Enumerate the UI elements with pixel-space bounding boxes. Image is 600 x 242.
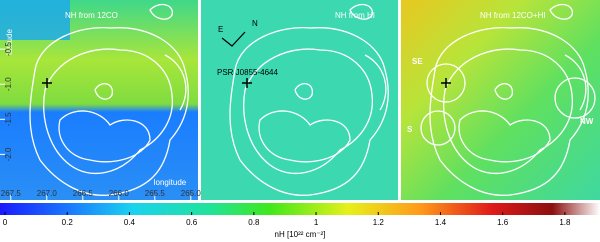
colorbar-tick-label: 0.8 — [248, 218, 260, 227]
panel-title: NH from 12CO — [65, 11, 118, 20]
heatmap-hi — [201, 0, 398, 200]
colorbar-tick-label: 1.2 — [373, 218, 385, 227]
region-label: S — [407, 125, 413, 134]
colorbar-tick-label: 0.4 — [124, 218, 136, 227]
colorbar-tick-label: 0.6 — [186, 218, 198, 227]
pulsar-label: PSR J0855-4644 — [217, 68, 278, 77]
heatmap-patch — [0, 0, 70, 40]
region-label: NW — [580, 117, 594, 126]
colorbar-tick-label: 0 — [3, 218, 8, 227]
compass-n: N — [252, 19, 258, 28]
x-tick-label: 265.5 — [145, 189, 166, 198]
x-tick-label: 266.0 — [109, 189, 130, 198]
compass — [221, 31, 246, 47]
colorbar-tick-label: 0.2 — [62, 218, 74, 227]
y-axis-label: latitude — [5, 29, 14, 55]
y-tick-label: -1.5 — [4, 112, 13, 126]
colorbar — [0, 203, 600, 215]
x-tick-label: 267.5 — [1, 189, 22, 198]
x-tick-label: 265.0 — [181, 189, 202, 198]
panel-title: NH from 12CO+HI — [480, 11, 546, 20]
pulsar-markers — [42, 78, 451, 88]
region-circles — [420, 63, 596, 146]
panel-title: NH from HI — [335, 11, 375, 20]
colorbar-label: nH [10²² cm⁻²] — [275, 230, 326, 239]
y-tick-label: -0.5 — [4, 42, 13, 56]
x-tick-label: 267.0 — [37, 189, 58, 198]
x-tick-label: 266.5 — [73, 189, 94, 198]
colorbar-tick-label: 1.6 — [497, 218, 509, 227]
colorbar-tick-label: 1.8 — [559, 218, 571, 227]
colorbar-tick-label: 1.4 — [435, 218, 447, 227]
heatmap-combined — [401, 0, 600, 200]
colorbar-tick-label: 1 — [314, 218, 319, 227]
y-tick-label: -1.0 — [4, 77, 13, 91]
y-tick-label: -2.0 — [4, 147, 13, 161]
compass-e: E — [218, 25, 223, 34]
region-label: SE — [412, 57, 423, 66]
x-axis-label: longitude — [154, 178, 187, 187]
